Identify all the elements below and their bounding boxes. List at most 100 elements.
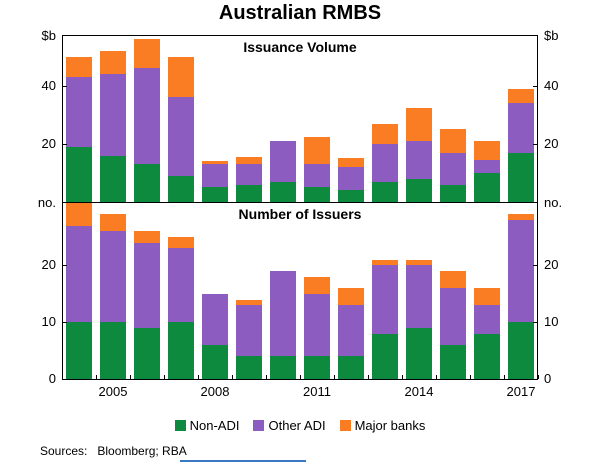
bar-segment bbox=[372, 181, 398, 202]
y-tick-label: 10 bbox=[41, 314, 56, 330]
bar-segment bbox=[202, 187, 228, 202]
tick-mark bbox=[300, 375, 301, 379]
bar-segment bbox=[304, 136, 330, 165]
bar-segment bbox=[100, 214, 126, 232]
bar-segment bbox=[134, 164, 160, 202]
bar-segment bbox=[236, 164, 262, 185]
bar-segment bbox=[372, 265, 398, 334]
bar-segment bbox=[100, 231, 126, 323]
bar-segment bbox=[202, 344, 228, 379]
bar-segment bbox=[66, 56, 92, 78]
y-tick-label: 20 bbox=[544, 257, 559, 273]
bar-segment bbox=[440, 152, 466, 185]
tick-mark bbox=[470, 375, 471, 379]
bar-segment bbox=[474, 172, 500, 202]
bar-segment bbox=[304, 187, 330, 202]
bar-segment bbox=[338, 305, 364, 357]
tick-mark bbox=[62, 85, 67, 87]
bar-segment bbox=[406, 141, 432, 179]
bar-segment bbox=[508, 322, 534, 379]
sources-note: Sources: Bloomberg; RBA bbox=[40, 444, 187, 458]
bar-segment bbox=[304, 356, 330, 379]
bar-segment bbox=[236, 305, 262, 357]
bar-segment bbox=[440, 184, 466, 202]
bar-segment bbox=[66, 203, 92, 226]
bar-segment bbox=[134, 327, 160, 379]
tick-mark bbox=[533, 322, 538, 324]
bar-segment bbox=[440, 288, 466, 345]
legend-label: Other ADI bbox=[268, 418, 326, 433]
bar-segment bbox=[236, 356, 262, 379]
bar-segment bbox=[440, 129, 466, 153]
tick-mark bbox=[62, 322, 67, 324]
bar-segment bbox=[270, 141, 296, 182]
bar-segment bbox=[100, 155, 126, 202]
bar-segment bbox=[168, 322, 194, 379]
x-tick-label: 2011 bbox=[303, 384, 331, 399]
bar-segment bbox=[508, 88, 534, 104]
bar-segment bbox=[474, 333, 500, 379]
bar-segment bbox=[100, 50, 126, 75]
y-tick-label: 40 bbox=[41, 77, 56, 93]
x-tick-label: 2017 bbox=[506, 384, 536, 399]
tick-mark bbox=[266, 375, 267, 379]
bar-segment bbox=[338, 190, 364, 202]
legend: Non-ADI Other ADI Major banks bbox=[0, 418, 600, 433]
bar-segment bbox=[202, 161, 228, 165]
tick-mark bbox=[232, 375, 233, 379]
bar-segment bbox=[372, 123, 398, 144]
bar-segment bbox=[338, 288, 364, 306]
bar-segment bbox=[66, 146, 92, 202]
bar-segment bbox=[202, 293, 228, 345]
tick-mark bbox=[96, 375, 97, 379]
bar-segment bbox=[304, 293, 330, 357]
bar-segment bbox=[338, 167, 364, 191]
legend-label: Major banks bbox=[354, 418, 426, 433]
panel-title-number-of-issuers: Number of Issuers bbox=[238, 206, 362, 222]
unit-label-mid-right: no. bbox=[544, 195, 563, 210]
decoration-line bbox=[180, 460, 306, 462]
bar-segment bbox=[168, 175, 194, 202]
legend-item: Non-ADI bbox=[174, 418, 240, 433]
tick-mark bbox=[62, 265, 67, 267]
bar-segment bbox=[440, 271, 466, 289]
bar-segment bbox=[508, 103, 534, 153]
bar-segment bbox=[236, 299, 262, 306]
bar-segment bbox=[474, 141, 500, 160]
chart-title: Australian RMBS bbox=[218, 2, 382, 24]
bar-segment bbox=[304, 164, 330, 188]
bar-segment bbox=[406, 265, 432, 328]
bar-segment bbox=[406, 259, 432, 266]
legend-swatch bbox=[253, 420, 265, 431]
bar-segment bbox=[372, 143, 398, 182]
y-tick-label: 20 bbox=[544, 135, 559, 151]
tick-mark bbox=[164, 375, 165, 379]
bar-segment bbox=[474, 159, 500, 173]
legend-label: Non-ADI bbox=[189, 418, 240, 433]
tick-mark bbox=[533, 85, 538, 87]
bar-segment bbox=[168, 237, 194, 249]
legend-item: Major banks bbox=[339, 418, 426, 433]
bar-segment bbox=[508, 214, 534, 221]
bar-segment bbox=[134, 39, 160, 69]
unit-label-mid-left: no. bbox=[37, 195, 56, 210]
bar-segment bbox=[270, 181, 296, 202]
bar-segment bbox=[100, 322, 126, 379]
bar-segment bbox=[406, 178, 432, 202]
x-tick-label: 2008 bbox=[200, 384, 230, 399]
bar-segment bbox=[338, 356, 364, 379]
bar-segment bbox=[338, 158, 364, 168]
tick-mark bbox=[533, 143, 538, 145]
bar-segment bbox=[168, 97, 194, 176]
tick-mark bbox=[436, 375, 437, 379]
legend-item: Other ADI bbox=[253, 418, 326, 433]
tick-mark bbox=[368, 375, 369, 379]
bar-segment bbox=[134, 242, 160, 328]
tick-mark bbox=[62, 375, 63, 379]
bar-segment bbox=[202, 164, 228, 188]
unit-label-top-right: $b bbox=[544, 28, 559, 43]
y-tick-label: 40 bbox=[544, 77, 559, 93]
y-tick-label: 0 bbox=[48, 371, 56, 386]
y-tick-label: 0 bbox=[544, 371, 552, 386]
bar-segment bbox=[270, 271, 296, 357]
